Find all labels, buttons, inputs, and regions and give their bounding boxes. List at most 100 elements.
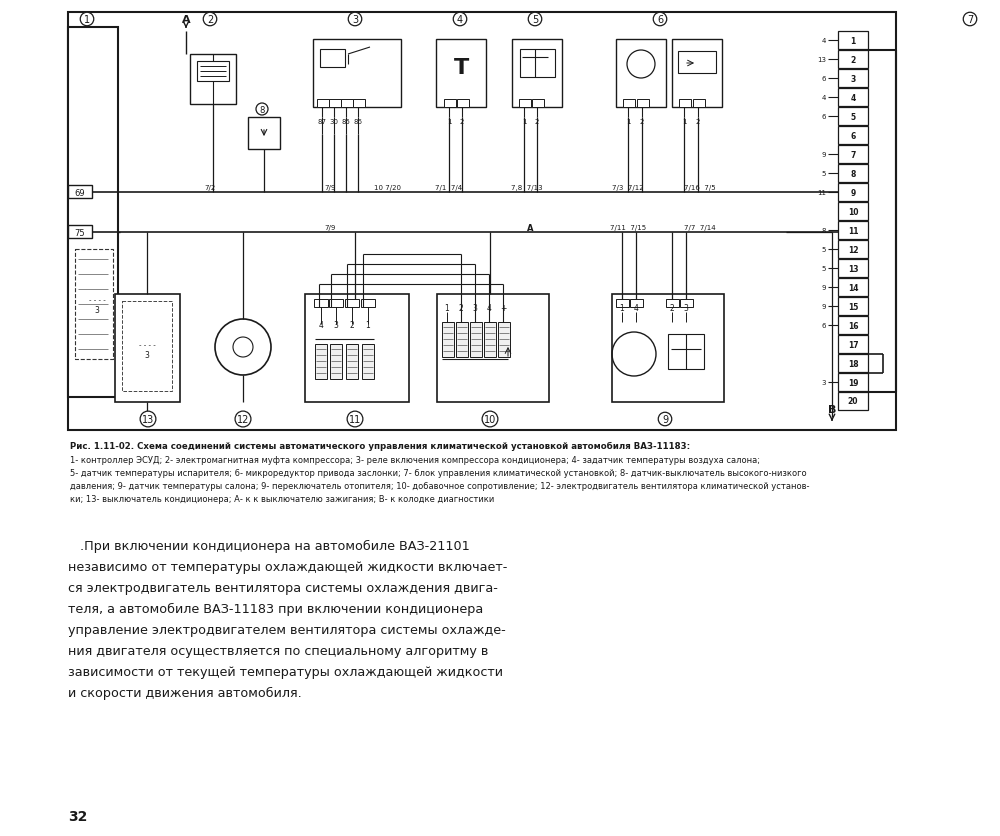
Text: давления; 9- датчик температуры салона; 9- переключатель отопителя; 10- добавочн: давления; 9- датчик температуры салона; … (70, 482, 810, 491)
Text: 9: 9 (822, 285, 826, 291)
Text: 7/2: 7/2 (204, 185, 216, 191)
Bar (838, 165, 868, 183)
Text: 69: 69 (75, 188, 85, 197)
Bar (484, 323, 496, 358)
Text: 2: 2 (460, 119, 464, 125)
Bar (838, 354, 868, 373)
Text: 4: 4 (822, 95, 826, 101)
Text: 20: 20 (848, 397, 858, 406)
Text: 7/11  7/15: 7/11 7/15 (610, 225, 646, 231)
Text: 2: 2 (350, 320, 354, 329)
Bar (680, 299, 693, 308)
Text: 7: 7 (850, 150, 856, 160)
Text: 8: 8 (259, 105, 265, 115)
Bar (637, 99, 649, 108)
Bar (190, 55, 236, 104)
Text: ния двигателя осуществляется по специальному алгоритму в: ния двигателя осуществляется по специаль… (68, 645, 488, 657)
Bar (616, 40, 666, 108)
Bar (361, 299, 375, 308)
Bar (437, 294, 549, 402)
Text: 87: 87 (318, 119, 326, 125)
Bar (838, 335, 868, 354)
Text: 5: 5 (850, 112, 856, 121)
Bar (330, 344, 342, 380)
Text: 9: 9 (662, 415, 668, 425)
Text: 9: 9 (850, 188, 856, 197)
Bar (838, 32, 868, 50)
Text: 2: 2 (535, 119, 539, 125)
Text: A: A (527, 223, 533, 232)
Text: 11: 11 (817, 190, 826, 196)
Text: 19: 19 (848, 378, 858, 387)
Text: 7: 7 (967, 15, 973, 25)
Text: 2: 2 (696, 119, 700, 125)
Bar (456, 323, 468, 358)
Bar (838, 145, 868, 164)
Text: 4: 4 (850, 94, 856, 102)
Text: 8: 8 (822, 227, 826, 234)
Text: A: A (182, 15, 190, 25)
Bar (122, 302, 172, 391)
Text: 5: 5 (822, 171, 826, 176)
Bar (498, 323, 510, 358)
Text: 2: 2 (640, 119, 644, 125)
Text: 15: 15 (848, 302, 858, 311)
Bar (838, 241, 868, 258)
Bar (68, 28, 118, 398)
Text: независимо от температуры охлаждающей жидкости включает-: независимо от температуры охлаждающей жи… (68, 560, 507, 573)
Text: 14: 14 (848, 283, 858, 292)
Text: 17: 17 (848, 340, 858, 349)
Bar (68, 13, 896, 431)
Text: 2: 2 (459, 303, 463, 312)
Text: 5: 5 (822, 266, 826, 272)
Text: 6: 6 (850, 131, 856, 140)
Bar (329, 299, 343, 308)
Bar (838, 108, 868, 126)
Bar (436, 40, 486, 108)
Bar (838, 317, 868, 334)
Text: 7/9: 7/9 (324, 185, 336, 191)
Bar (630, 299, 643, 308)
Text: 7/3  7/12: 7/3 7/12 (612, 185, 644, 191)
Bar (679, 99, 691, 108)
Text: T: T (453, 58, 469, 78)
Bar (838, 260, 868, 278)
Bar (320, 50, 345, 68)
Bar (512, 40, 562, 108)
Text: 7/9: 7/9 (324, 225, 336, 231)
Text: 1: 1 (445, 303, 449, 312)
Text: 4: 4 (634, 303, 638, 312)
Bar (532, 99, 544, 108)
Bar (353, 99, 365, 108)
Text: 3: 3 (684, 303, 688, 312)
Bar (520, 50, 555, 78)
Text: 1- контроллер ЭСУД; 2- электромагнитная муфта компрессора; 3- реле включения ком: 1- контроллер ЭСУД; 2- электромагнитная … (70, 456, 760, 465)
Text: 1: 1 (626, 119, 630, 125)
Bar (612, 294, 724, 402)
Text: 5: 5 (822, 247, 826, 252)
Bar (248, 118, 280, 150)
Text: 3: 3 (334, 320, 338, 329)
Bar (346, 344, 358, 380)
Bar (314, 299, 328, 308)
Text: 1: 1 (84, 15, 90, 25)
Text: 85: 85 (342, 119, 350, 125)
Text: 6: 6 (822, 323, 826, 329)
Text: 3: 3 (822, 380, 826, 385)
Text: 3: 3 (352, 15, 358, 25)
Text: 9: 9 (822, 303, 826, 309)
Text: B: B (828, 405, 836, 415)
Text: 30: 30 (330, 119, 338, 125)
Text: 6: 6 (822, 114, 826, 120)
Text: 4: 4 (457, 15, 463, 25)
Bar (838, 89, 868, 107)
Text: 10: 10 (484, 415, 496, 425)
Bar (442, 323, 454, 358)
Text: 7/16  7/5: 7/16 7/5 (684, 185, 716, 191)
Text: - - - -: - - - - (139, 342, 155, 348)
Text: 3: 3 (95, 305, 99, 314)
Text: управление электродвигателем вентилятора системы охлажде-: управление электродвигателем вентилятора… (68, 624, 506, 636)
Text: 11: 11 (349, 415, 361, 425)
Bar (75, 250, 113, 359)
Text: 86: 86 (354, 119, 362, 125)
